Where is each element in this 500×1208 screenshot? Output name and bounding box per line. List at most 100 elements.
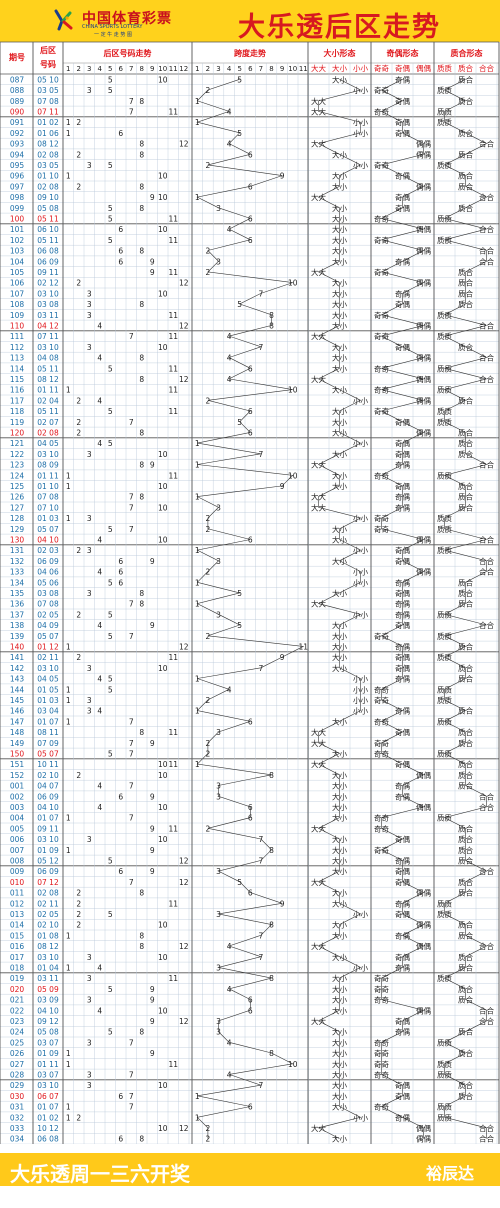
dist-number-mark: 5 bbox=[108, 86, 113, 95]
issue-number: 014 bbox=[10, 921, 25, 930]
dist-number-mark: 11 bbox=[168, 407, 178, 416]
span-value: 4 bbox=[227, 685, 232, 694]
issue-number: 138 bbox=[10, 621, 25, 630]
issue-number: 018 bbox=[10, 963, 25, 972]
back-numbers: 05 07 bbox=[37, 749, 59, 758]
span-trend-line bbox=[196, 79, 305, 1139]
span-value: 8 bbox=[269, 1049, 274, 1058]
issue-number: 023 bbox=[10, 1017, 25, 1026]
issue-column-title: 期号 bbox=[9, 52, 25, 62]
lottery-logo-icon bbox=[54, 9, 73, 31]
issue-number: 119 bbox=[10, 418, 25, 427]
span-value: 1 bbox=[195, 493, 200, 502]
span-value: 1 bbox=[195, 546, 200, 555]
dist-number-mark: 4 bbox=[97, 396, 102, 405]
issue-number: 015 bbox=[10, 931, 25, 940]
span-value: 3 bbox=[216, 867, 221, 876]
dist-number-mark: 8 bbox=[139, 204, 144, 213]
back-numbers: 07 11 bbox=[37, 332, 59, 341]
dist-number-mark: 6 bbox=[118, 257, 123, 266]
dist-number-mark: 5 bbox=[108, 685, 113, 694]
span-value: 7 bbox=[259, 289, 264, 298]
span-tick-label: 8 bbox=[269, 65, 273, 73]
dist-number-mark: 3 bbox=[87, 696, 92, 705]
dist-number-mark: 7 bbox=[129, 717, 134, 726]
dist-number-mark: 10 bbox=[158, 1006, 168, 1015]
span-value: 10 bbox=[288, 386, 298, 395]
dist-number-mark: 8 bbox=[139, 300, 144, 309]
span-value: 1 bbox=[195, 675, 200, 684]
span-value: 3 bbox=[216, 557, 221, 566]
back-numbers: 05 11 bbox=[37, 407, 59, 416]
span-value: 7 bbox=[259, 931, 264, 940]
dist-number-mark: 6 bbox=[118, 568, 123, 577]
dist-number-mark: 2 bbox=[76, 771, 81, 780]
span-value: 7 bbox=[259, 664, 264, 673]
back-numbers: 05 11 bbox=[37, 214, 59, 223]
span-value: 6 bbox=[248, 1006, 253, 1015]
dist-number-mark: 2 bbox=[76, 610, 81, 619]
dist-number-mark: 7 bbox=[129, 814, 134, 823]
issue-number: 110 bbox=[10, 321, 25, 330]
span-value: 9 bbox=[280, 482, 285, 491]
dist-number-mark: 8 bbox=[139, 150, 144, 159]
dist-number-mark: 8 bbox=[139, 493, 144, 502]
dist-number-mark: 1 bbox=[66, 696, 71, 705]
issue-number: 134 bbox=[10, 578, 25, 587]
issue-number: 102 bbox=[10, 236, 25, 245]
span-value: 1 bbox=[195, 707, 200, 716]
dist-number-mark: 4 bbox=[97, 707, 102, 716]
span-tick-label: 3 bbox=[216, 65, 220, 73]
dist-number-mark: 7 bbox=[129, 749, 134, 758]
dist-number-mark: 11 bbox=[168, 364, 178, 373]
back-numbers: 02 04 bbox=[37, 396, 59, 405]
back-numbers: 01 03 bbox=[37, 514, 59, 523]
parity-pattern-tick: 奇偶 bbox=[395, 63, 410, 73]
issue-number: 091 bbox=[10, 118, 25, 127]
dist-number-mark: 10 bbox=[158, 503, 168, 512]
issue-number: 017 bbox=[10, 953, 25, 962]
issue-number: 013 bbox=[10, 910, 25, 919]
size-pattern-mark: 小小 bbox=[353, 439, 368, 448]
issue-number: 146 bbox=[10, 707, 25, 716]
span-value: 8 bbox=[269, 846, 274, 855]
span-value: 3 bbox=[216, 963, 221, 972]
size-pattern-tick: 小小 bbox=[353, 64, 368, 73]
dist-number-mark: 11 bbox=[168, 974, 178, 983]
size-pattern-mark: 大小 bbox=[332, 1134, 347, 1144]
dist-tick-label: 4 bbox=[98, 65, 103, 73]
dist-number-mark: 3 bbox=[87, 86, 92, 95]
span-value: 5 bbox=[237, 621, 242, 630]
dist-number-mark: 12 bbox=[179, 321, 189, 330]
back-numbers: 01 11 bbox=[37, 386, 59, 395]
dist-number-mark: 7 bbox=[129, 503, 134, 512]
parity-trend-line bbox=[380, 79, 425, 1139]
dist-number-mark: 7 bbox=[129, 1038, 134, 1047]
dist-number-mark: 11 bbox=[168, 824, 178, 833]
span-value: 1 bbox=[195, 600, 200, 609]
dist-number-mark: 10 bbox=[158, 1124, 168, 1133]
dist-number-mark: 3 bbox=[87, 974, 92, 983]
span-tick-label: 5 bbox=[237, 65, 241, 73]
issue-number: 148 bbox=[10, 728, 25, 737]
issue-number: 142 bbox=[10, 664, 25, 673]
back-numbers: 01 10 bbox=[37, 482, 59, 491]
span-value: 9 bbox=[280, 653, 285, 662]
back-numbers: 01 06 bbox=[37, 129, 59, 138]
back-numbers: 05 10 bbox=[37, 75, 59, 84]
dist-number-mark: 9 bbox=[150, 257, 155, 266]
dist-number-mark: 9 bbox=[150, 193, 155, 202]
back-numbers: 07 09 bbox=[37, 739, 59, 748]
span-value: 3 bbox=[216, 257, 221, 266]
back-numbers: 07 08 bbox=[37, 97, 59, 106]
parity-pattern-mark: 奇偶 bbox=[395, 74, 410, 84]
span-value: 5 bbox=[237, 878, 242, 887]
dist-number-mark: 11 bbox=[168, 899, 178, 908]
issue-number: 095 bbox=[10, 161, 25, 170]
span-value: 6 bbox=[248, 407, 253, 416]
dist-number-mark: 1 bbox=[66, 1060, 71, 1069]
issue-number: 117 bbox=[10, 396, 25, 405]
dist-number-mark: 12 bbox=[179, 375, 189, 384]
span-value: 6 bbox=[248, 236, 253, 245]
